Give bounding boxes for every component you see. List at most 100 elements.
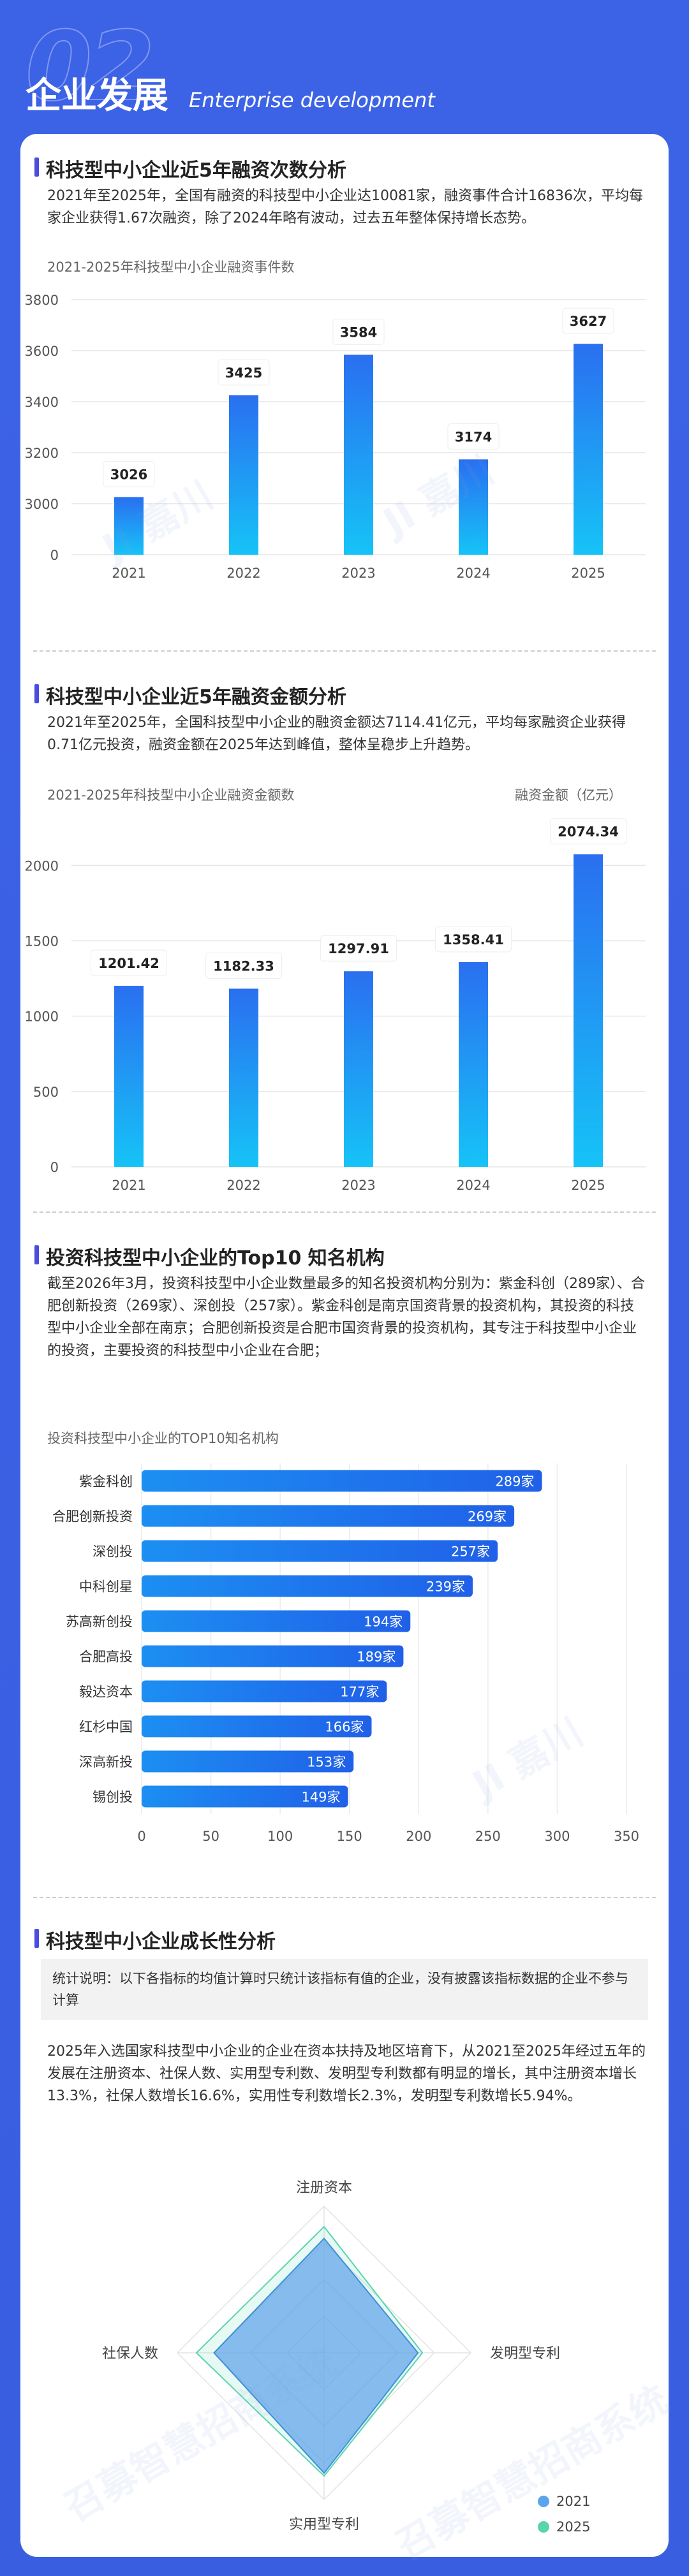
chart-caption-top10: 投资科技型中小企业的TOP10知名机构 (47, 1431, 279, 1446)
x-tick-label: 2025 (571, 1178, 605, 1193)
data-label: 177家 (340, 1685, 379, 1700)
data-label: 3627 (570, 314, 607, 329)
bar (229, 988, 258, 1167)
x-tick-label: 300 (544, 1829, 570, 1844)
data-label: 3425 (225, 365, 262, 381)
y-tick-label: 500 (33, 1085, 59, 1100)
section-title-growth: 科技型中小企业成长性分析 (34, 1926, 276, 1954)
chart-financing-count: 3800 3600 3400 3200 3000 0 3026 2021 3425 2022 358… (25, 293, 646, 581)
y-tick-label: 3800 (25, 293, 59, 308)
statistics-note: 统计说明：以下各指标的均值计算时只统计该指标有值的企业，没有披露该指标数据的企业… (41, 1959, 648, 2020)
x-tick-label: 50 (202, 1829, 219, 1844)
x-tick-label: 100 (267, 1829, 293, 1844)
bar (459, 962, 488, 1167)
data-label: 149家 (301, 1790, 340, 1805)
data-label: 257家 (451, 1544, 490, 1560)
x-tick-label: 200 (406, 1829, 431, 1844)
y-tick-label: 3600 (25, 344, 59, 359)
data-label-box (320, 935, 397, 962)
section-paragraph-amount: 2021年至2025年，全国科技型中小企业的融资金额达7114.41亿元，平均每… (47, 715, 626, 753)
x-tick-label: 2024 (456, 1178, 490, 1193)
category-label: 红杉中国 (79, 1720, 133, 1735)
radar-axis-label: 实用型专利 (289, 2517, 359, 2533)
x-tick-label: 2021 (112, 1178, 145, 1193)
section-paragraph-growth: 2025年入选国家科技型中小企业的企业在资本扶持及地区培育下，从2021至202… (47, 2044, 646, 2104)
y-tick-label: 0 (50, 548, 59, 563)
data-label-box (332, 318, 385, 345)
category-label: 深高新投 (79, 1755, 133, 1770)
bar (142, 1680, 387, 1702)
bar (142, 1750, 354, 1773)
data-label-box (447, 423, 500, 450)
data-label: 189家 (357, 1650, 396, 1665)
divider (33, 1211, 656, 1213)
data-label-box (435, 926, 512, 953)
bar (142, 1575, 473, 1597)
y-tick-label: 0 (50, 1160, 59, 1175)
data-label: 1201.42 (98, 956, 159, 971)
data-label: 1182.33 (213, 959, 274, 974)
category-label: 深创投 (93, 1544, 133, 1560)
data-label: 194家 (364, 1614, 403, 1630)
data-label: 289家 (495, 1474, 534, 1489)
data-label-box (91, 949, 167, 976)
bar (459, 459, 488, 555)
bar (344, 355, 373, 555)
x-tick-label: 150 (337, 1829, 362, 1844)
data-label-box (218, 359, 270, 386)
bar (114, 497, 144, 555)
bar (142, 1540, 498, 1562)
data-label: 3584 (340, 325, 377, 340)
section-paragraph-top10: 截至2026年3月，投资科技型中小企业数量最多的知名投资机构分别为：紫金科创（2… (47, 1276, 645, 1359)
legend-marker (538, 2496, 549, 2507)
data-label: 3026 (110, 467, 147, 483)
chart-caption-amount: 2021-2025年科技型中小企业融资金额数 (47, 787, 295, 803)
data-label: 2074.34 (558, 824, 619, 840)
section-title-top10: 投资科技型中小企业的Top10 知名机构 (34, 1242, 385, 1270)
section-title-count: 科技型中小企业近5年融资次数分析 (34, 154, 346, 182)
bar (114, 986, 144, 1167)
header: 02 企业发展 Enterprise development (0, 0, 689, 134)
bar (142, 1715, 372, 1738)
data-label: 3174 (455, 429, 492, 444)
x-tick-label: 2025 (571, 566, 605, 581)
data-label-box (550, 818, 626, 845)
bar (142, 1470, 542, 1492)
content-card: 科技型中小企业近5年融资次数分析 2021年至2025年，全国有融资的科技型中小… (20, 134, 676, 2569)
x-tick-label: 250 (475, 1829, 501, 1844)
bar (344, 971, 373, 1167)
data-label-box (103, 461, 155, 488)
x-tick-label: 2023 (341, 566, 375, 581)
radar-axis-label: 社保人数 (102, 2346, 158, 2362)
legend-marker (538, 2521, 549, 2533)
data-label-box (562, 307, 614, 334)
data-label-box (205, 953, 282, 979)
category-label: 毅达资本 (79, 1685, 133, 1700)
category-label: 合肥创新投资 (52, 1509, 133, 1525)
bar (574, 344, 603, 555)
x-tick-label: 2024 (456, 566, 490, 581)
bar (142, 1505, 515, 1527)
category-label: 中科创星 (79, 1579, 133, 1595)
bar (142, 1645, 404, 1667)
y-tick-label: 1000 (25, 1009, 59, 1025)
divider (33, 1897, 656, 1898)
radar-axis-label: 注册资本 (296, 2180, 352, 2196)
data-label: 269家 (468, 1509, 507, 1525)
x-tick-label: 0 (137, 1829, 145, 1844)
y-tick-label: 3000 (25, 497, 59, 512)
data-label: 239家 (426, 1579, 465, 1595)
bar (229, 395, 258, 555)
header-subtitle: Enterprise development (189, 88, 435, 112)
x-tick-label: 2023 (341, 1178, 375, 1193)
header-number: 02 (25, 11, 156, 123)
divider (33, 650, 656, 652)
category-label: 锡创投 (93, 1790, 133, 1805)
x-tick-label: 2022 (226, 566, 260, 581)
chart-caption-count: 2021-2025年科技型中小企业融资事件数 (47, 260, 295, 275)
radar-axis-label: 发明型专利 (490, 2346, 560, 2362)
x-tick-label: 350 (614, 1829, 639, 1844)
